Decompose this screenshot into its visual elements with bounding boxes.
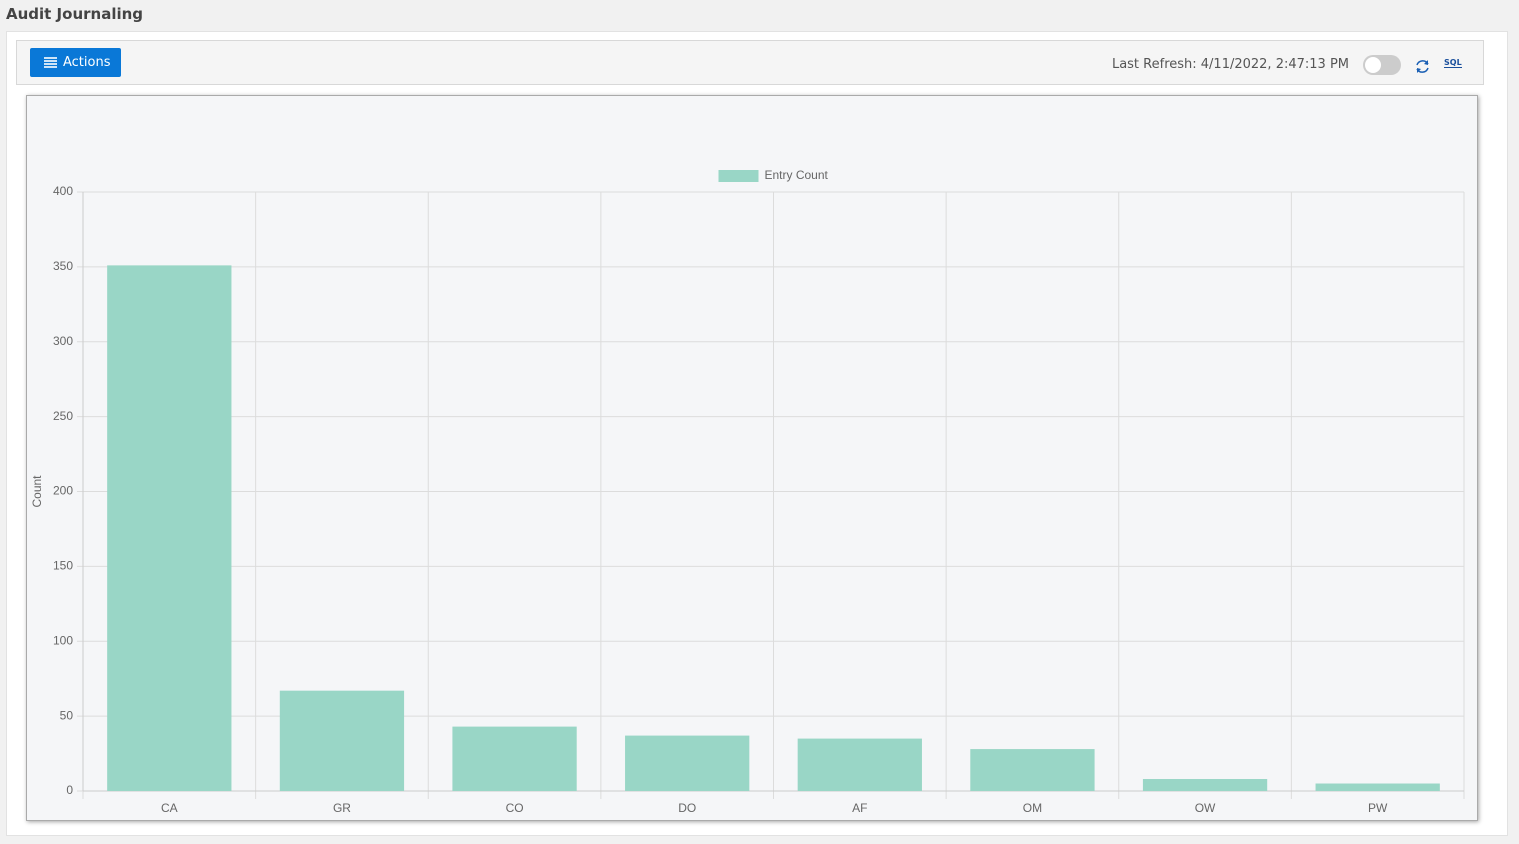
bar — [797, 738, 922, 791]
actions-button[interactable]: Actions — [30, 48, 121, 77]
chart: 0 50 100 150 200 250 300 350 400 Count Entry Count… — [30, 168, 1465, 815]
actions-label: Actions — [63, 55, 111, 70]
x-tick-label: DO — [678, 801, 696, 815]
legend-swatch — [718, 170, 759, 182]
y-tick-label: 200 — [53, 484, 73, 498]
y-tick-label: 300 — [53, 334, 73, 348]
bar — [279, 690, 405, 791]
x-tick-label: OW — [1195, 801, 1216, 815]
toolbar — [16, 40, 1484, 85]
x-tick-label: GR — [333, 801, 351, 815]
sql-icon[interactable]: SQL — [1444, 58, 1462, 68]
x-tick-label: PW — [1368, 801, 1388, 815]
y-tick-label: 50 — [60, 708, 74, 722]
refresh-icon[interactable] — [1414, 58, 1431, 75]
y-axis-label: Count — [30, 475, 44, 508]
bar — [107, 265, 232, 791]
bar — [1315, 783, 1440, 791]
x-tick-label: AF — [852, 801, 867, 815]
bar — [452, 726, 577, 791]
y-tick-label: 150 — [53, 559, 73, 573]
auto-refresh-toggle[interactable] — [1363, 55, 1401, 75]
x-tick-label: CO — [506, 801, 524, 815]
y-tick-label: 250 — [53, 409, 73, 423]
menu-icon — [44, 57, 57, 68]
chart-container: 0 50 100 150 200 250 300 350 400 Count Entry Count… — [26, 95, 1478, 821]
bar — [1142, 779, 1268, 791]
page-title: Audit Journaling — [6, 5, 144, 23]
legend-label: Entry Count — [765, 168, 829, 182]
y-tick-label: 100 — [53, 633, 73, 647]
x-tick-label: OM — [1023, 801, 1042, 815]
y-tick-label: 350 — [53, 259, 73, 273]
y-tick-label: 400 — [53, 184, 73, 198]
bar — [970, 749, 1095, 791]
x-tick-label: CA — [161, 801, 178, 815]
bar — [625, 735, 750, 791]
last-refresh: Last Refresh: 4/11/2022, 2:47:13 PM — [1111, 57, 1349, 72]
y-tick-label: 0 — [66, 783, 73, 797]
